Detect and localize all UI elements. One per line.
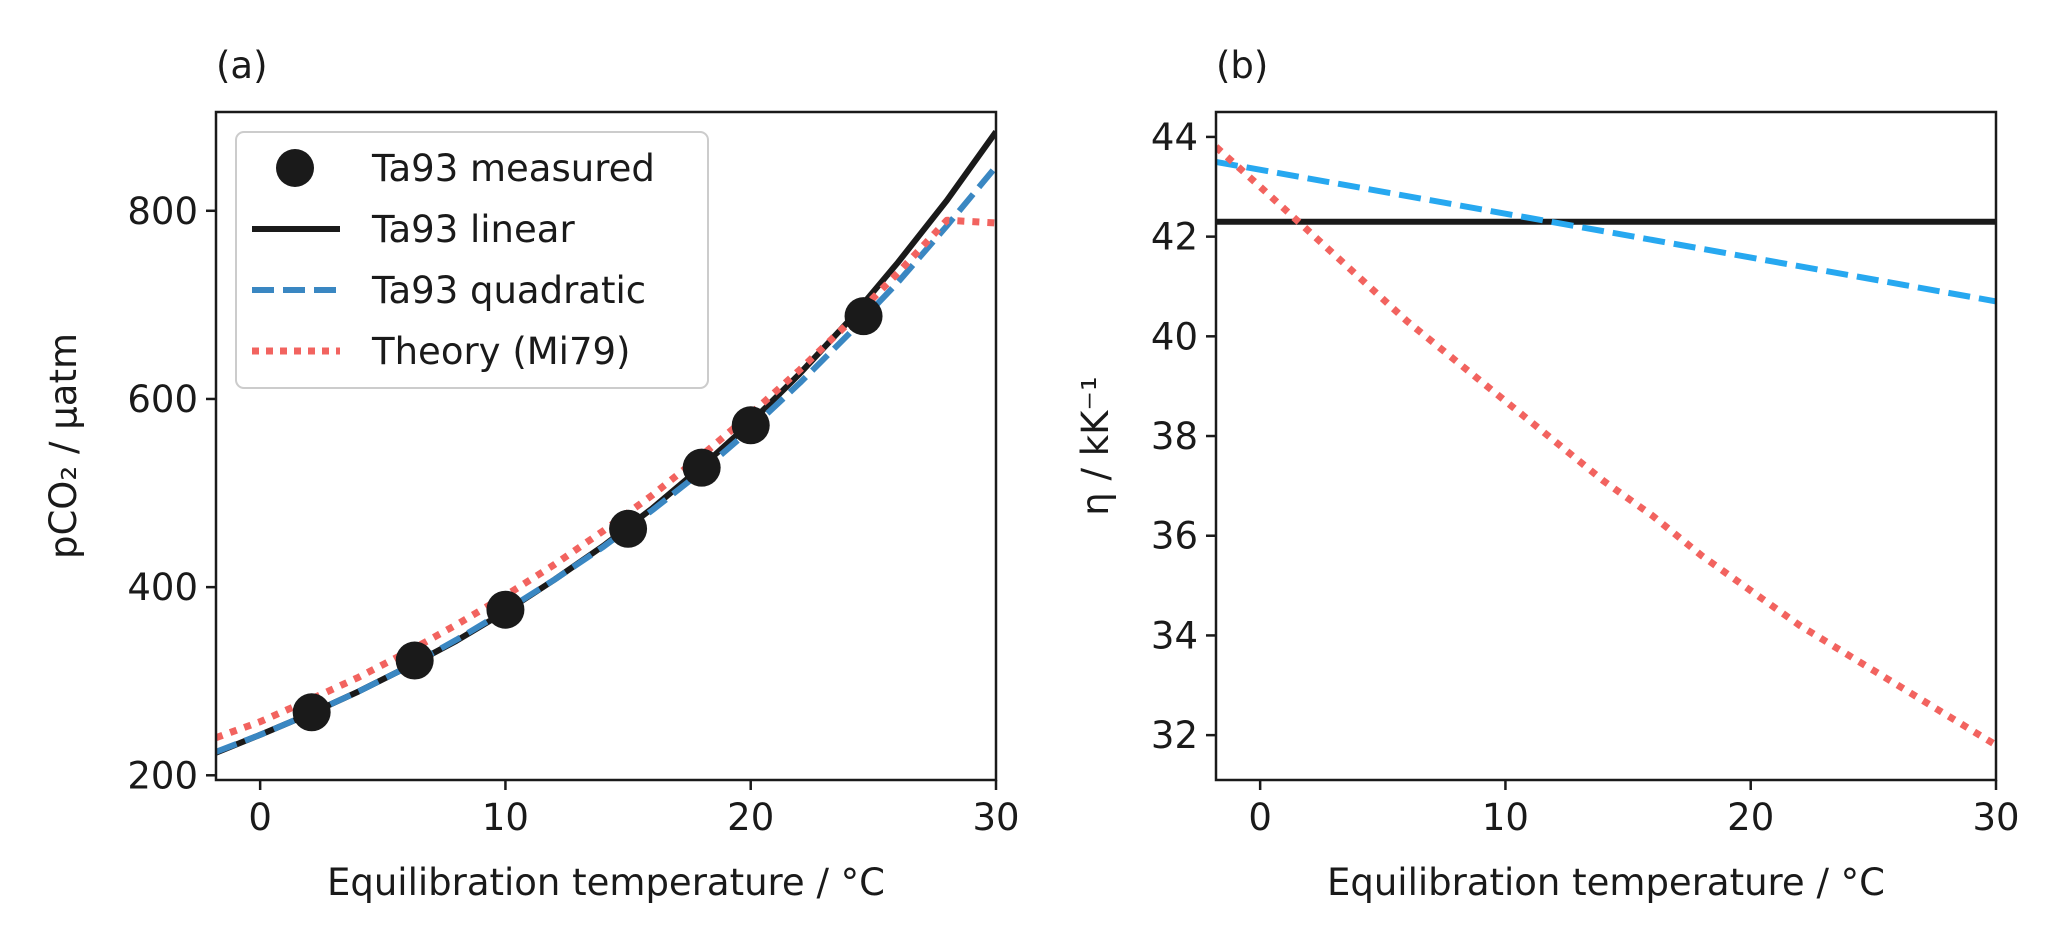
x-tick-label: 20 bbox=[727, 796, 774, 839]
panel-b-ylabel: η / kK⁻¹ bbox=[1074, 376, 1117, 516]
x-tick-label: 0 bbox=[1248, 796, 1272, 839]
y-tick-label: 200 bbox=[127, 754, 198, 797]
x-tick-label: 20 bbox=[1727, 796, 1774, 839]
legend-label-linear: Ta93 linear bbox=[371, 208, 575, 251]
y-tick-label: 38 bbox=[1151, 415, 1198, 458]
y-tick-label: 40 bbox=[1151, 315, 1198, 358]
data-point-measured bbox=[731, 406, 770, 445]
data-point-measured bbox=[609, 509, 648, 548]
x-tick-label: 30 bbox=[1972, 796, 2019, 839]
y-tick-label: 36 bbox=[1151, 515, 1198, 558]
panel-a-xlabel: Equilibration temperature / °C bbox=[327, 861, 885, 904]
panel-a-frame bbox=[214, 110, 998, 782]
legend-box bbox=[235, 131, 709, 389]
legend-label-quadratic: Ta93 quadratic bbox=[371, 269, 646, 312]
data-point-measured bbox=[292, 693, 331, 732]
x-tick-label: 10 bbox=[1482, 796, 1529, 839]
x-tick-label: 0 bbox=[248, 796, 272, 839]
series-line-ta93-quadratic bbox=[1216, 158, 1996, 305]
panel-a-series bbox=[216, 130, 996, 756]
legend-label-measured: Ta93 measured bbox=[371, 147, 655, 190]
panel-a-ticks: 0 10 20 30 200 400 600 800 bbox=[127, 190, 1019, 839]
panel-b-frame bbox=[1214, 110, 1998, 782]
panel-a: (a) 0 10 20 30 200 400 600 800 Equilibration te… bbox=[42, 44, 1020, 904]
x-tick-label: 30 bbox=[972, 796, 1019, 839]
panel-a-ylabel: pCO₂ / µatm bbox=[42, 333, 85, 559]
y-tick-label: 44 bbox=[1151, 116, 1198, 159]
panel-b-series bbox=[1216, 144, 1996, 749]
panel-a-legend: Ta93 measured Ta93 linear Ta93 quadratic… bbox=[235, 131, 709, 389]
legend-label-theory: Theory (Mi79) bbox=[371, 330, 630, 373]
y-tick-label: 42 bbox=[1151, 216, 1198, 259]
y-tick-label: 600 bbox=[127, 378, 198, 421]
y-tick-label: 34 bbox=[1151, 614, 1198, 657]
y-tick-label: 32 bbox=[1151, 714, 1198, 757]
data-point-measured bbox=[395, 641, 434, 680]
data-point-measured bbox=[682, 448, 721, 487]
panel-b: (b) 0 10 20 30 32 34 36 38 40 42 44 Equilibration … bbox=[1074, 44, 2020, 904]
panel-b-ticks: 0 10 20 30 32 34 36 38 40 42 44 bbox=[1151, 116, 2020, 839]
series-line-theory-mi79 bbox=[1216, 144, 1996, 749]
y-tick-label: 400 bbox=[127, 566, 198, 609]
x-tick-label: 10 bbox=[482, 796, 529, 839]
panel-a-label: (a) bbox=[216, 44, 268, 87]
y-tick-label: 800 bbox=[127, 190, 198, 233]
panel-b-xlabel: Equilibration temperature / °C bbox=[1327, 861, 1885, 904]
panel-b-label: (b) bbox=[1216, 44, 1268, 87]
legend-marker-measured bbox=[276, 149, 314, 187]
data-point-measured bbox=[486, 590, 525, 629]
data-point-measured bbox=[844, 297, 883, 336]
